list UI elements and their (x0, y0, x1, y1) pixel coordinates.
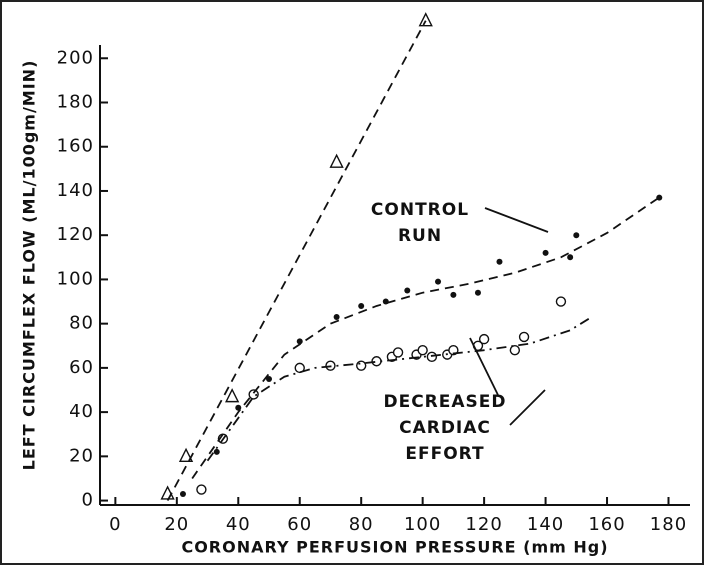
x-tick-label: 100 (404, 514, 441, 535)
x-tick-label: 160 (588, 514, 625, 535)
circle-point (509, 344, 521, 356)
dot-point (213, 448, 220, 455)
x-tick-label: 180 (650, 514, 687, 535)
y-tick-label: 100 (57, 268, 94, 289)
annotation: CARDIAC (399, 418, 491, 438)
dot-point (266, 375, 273, 382)
dot-point (404, 287, 411, 294)
annotation: DECREASED (383, 392, 506, 412)
y-tick-label: 20 (69, 445, 94, 466)
triangle-point (418, 12, 433, 27)
dot-point (567, 254, 574, 261)
circle-point (196, 484, 207, 495)
x-tick-label: 140 (527, 514, 564, 535)
x-tick-label: 40 (226, 514, 251, 535)
dot-point (179, 490, 186, 497)
y-tick-label: 160 (57, 136, 94, 157)
dot-point (435, 278, 442, 285)
pointer (469, 337, 499, 396)
fit-line (166, 20, 427, 502)
y-tick-label: 180 (57, 92, 94, 113)
circle-point (294, 362, 305, 374)
y-tick-label: 120 (57, 224, 94, 245)
circle-point (518, 331, 530, 343)
x-tick-label: 0 (109, 514, 121, 535)
dot-point (333, 314, 340, 321)
circle-point (248, 389, 259, 400)
circle-point (417, 344, 428, 356)
fit-line (191, 194, 663, 479)
circle-point (392, 347, 404, 358)
y-axis-label: LEFT CIRCUMFLEX FLOW (ML/100gm/MIN) (20, 60, 39, 471)
x-tick-label: 80 (349, 514, 374, 535)
dot-point (450, 291, 457, 298)
triangle-point (178, 447, 194, 463)
dot-point (358, 302, 365, 309)
fit-line (206, 316, 593, 462)
circle-point (555, 296, 567, 307)
dot-point (496, 258, 503, 265)
dot-point (474, 289, 481, 296)
pointer (509, 389, 546, 426)
dot-point (296, 338, 303, 345)
y-tick-label: 200 (57, 47, 94, 68)
y-tick-label: 60 (69, 357, 94, 378)
annotation: EFFORT (405, 444, 484, 464)
x-tick-label: 120 (465, 514, 502, 535)
y-tick-label: 80 (69, 313, 94, 334)
dot-point (235, 404, 242, 411)
annotation: RUN (398, 226, 442, 246)
circle-point (355, 360, 367, 371)
x-axis-label: CORONARY PERFUSION PRESSURE (mm Hg) (181, 538, 608, 557)
dot-point (542, 249, 549, 256)
pointer (484, 207, 549, 233)
x-tick-label: 20 (164, 514, 189, 535)
annotation: CONTROL (371, 200, 469, 220)
y-tick-label: 0 (82, 490, 94, 511)
dot-point (573, 232, 580, 239)
circle-point (426, 351, 438, 363)
circle-point (478, 333, 490, 345)
x-tick-label: 60 (287, 514, 312, 535)
triangle-point (329, 153, 344, 168)
y-tick-label: 140 (57, 180, 94, 201)
y-tick-label: 40 (69, 401, 94, 422)
triangle-point (225, 388, 240, 403)
